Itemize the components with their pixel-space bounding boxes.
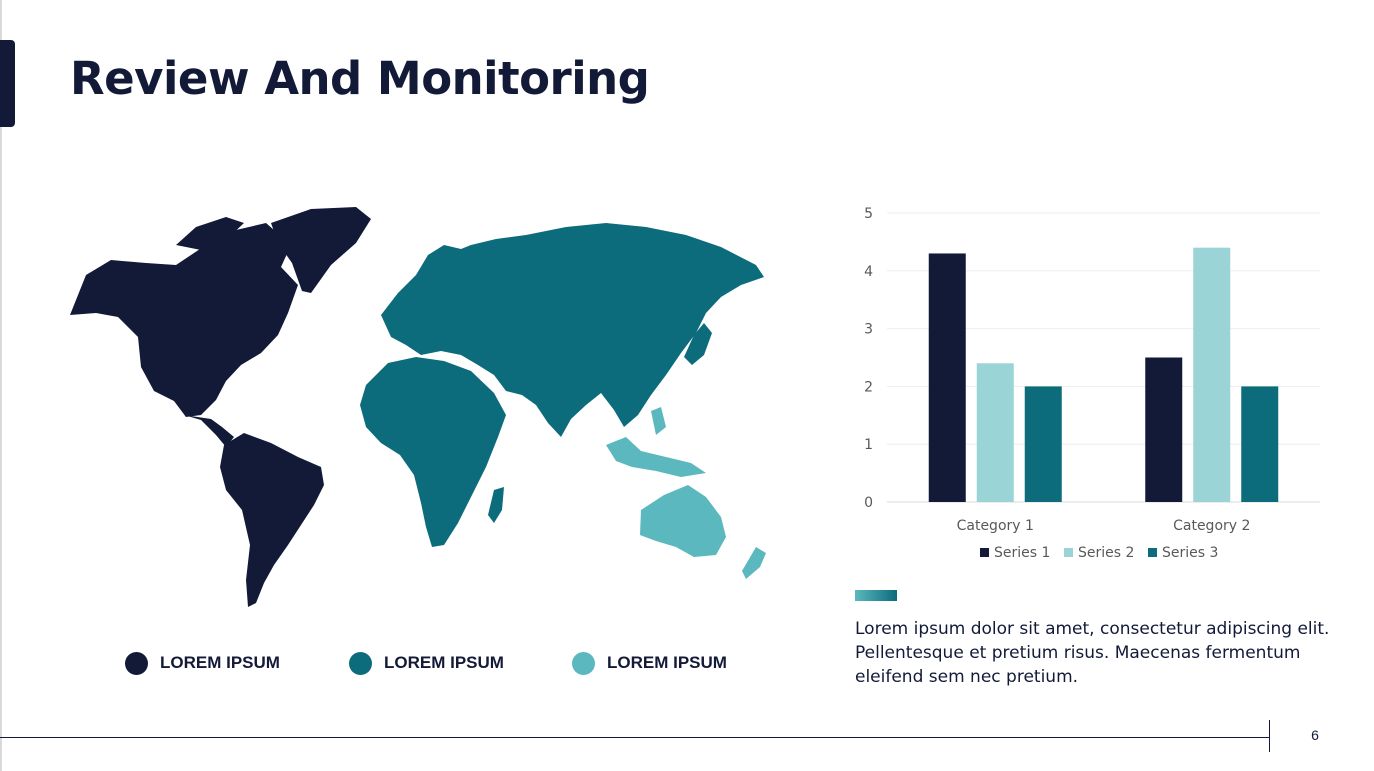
x-tick-label: Category 1	[957, 518, 1034, 534]
decorative-gradient-bar	[855, 590, 897, 601]
y-tick-label: 5	[864, 206, 873, 222]
legend-dot-light-teal	[572, 651, 595, 675]
map-legend-label: LOREM IPSUM	[160, 653, 280, 672]
map-new-zealand	[742, 547, 766, 579]
page-number: 6	[1311, 727, 1319, 743]
map-legend-label: LOREM IPSUM	[384, 653, 504, 672]
left-border-rule	[0, 0, 2, 771]
x-tick-label: Category 2	[1173, 518, 1250, 534]
map-legend-item: LOREM IPSUM	[125, 650, 280, 676]
map-eurasia	[381, 223, 764, 437]
description-text: Lorem ipsum dolor sit amet, consectetur …	[855, 619, 1330, 687]
slide-title: Review And Monitoring	[70, 52, 650, 105]
map-legend-item: LOREM IPSUM	[572, 650, 727, 676]
legend-swatch	[980, 548, 989, 557]
map-south-america	[220, 433, 324, 607]
legend-label: Series 1	[994, 545, 1050, 561]
legend-label: Series 2	[1078, 545, 1134, 561]
title-accent-bar	[0, 40, 15, 127]
footer-rule	[0, 737, 1270, 738]
map-arctic-islands	[176, 217, 244, 250]
y-tick-label: 0	[864, 495, 873, 511]
bar-chart: 0 1 2 3 4 5 Category 1 Category 2 Series 1 Series…	[864, 206, 1320, 561]
legend-dot-teal	[349, 651, 372, 675]
y-tick-label: 1	[864, 437, 873, 453]
y-tick-label: 4	[864, 264, 873, 280]
bar	[1193, 247, 1231, 502]
map-australia	[640, 485, 726, 557]
footer-divider-tick	[1269, 720, 1270, 752]
bar	[1241, 386, 1279, 502]
bar	[1145, 357, 1183, 502]
map-north-america	[70, 223, 298, 417]
bar	[928, 253, 966, 502]
bar	[1024, 386, 1062, 502]
map-philippines	[651, 407, 666, 435]
map-madagascar	[488, 487, 504, 523]
map-legend: LOREM IPSUM LOREM IPSUM LOREM IPSUM	[0, 650, 800, 676]
map-indonesia	[606, 437, 706, 477]
map-legend-item: LOREM IPSUM	[349, 650, 504, 676]
world-map	[70, 207, 766, 607]
legend-swatch	[1064, 548, 1073, 557]
map-legend-label: LOREM IPSUM	[607, 653, 727, 672]
legend-label: Series 3	[1162, 545, 1218, 561]
y-tick-label: 3	[864, 322, 873, 338]
map-japan	[684, 323, 712, 365]
y-tick-label: 2	[864, 379, 873, 395]
map-scandinavia	[416, 245, 461, 297]
map-central-america	[184, 415, 234, 447]
map-greenland	[271, 207, 371, 293]
map-africa	[360, 357, 506, 547]
bar	[976, 363, 1014, 502]
legend-swatch	[1148, 548, 1157, 557]
legend-dot-dark	[125, 651, 148, 675]
